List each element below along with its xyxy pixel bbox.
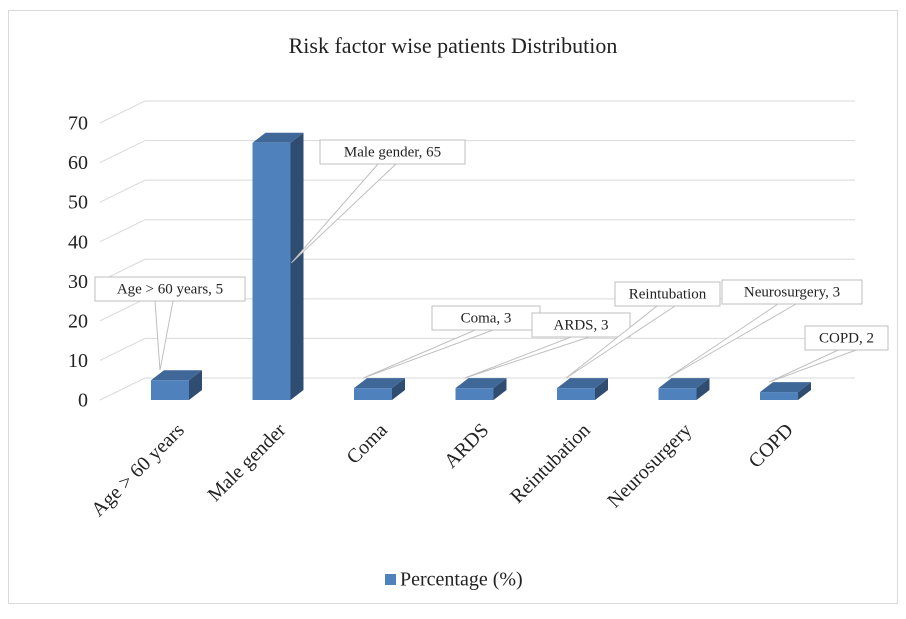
data-label-box [721, 279, 863, 305]
y-tick-label: 70 [68, 113, 88, 135]
bar-side [595, 378, 608, 400]
bar [455, 378, 507, 400]
y-tick-label: 30 [68, 271, 88, 293]
bar-front [252, 142, 291, 401]
data-label-box [319, 139, 466, 165]
y-tick-label: 60 [68, 152, 88, 174]
legend-swatch [385, 574, 396, 585]
y-tick-label: 0 [78, 390, 88, 412]
grid-line [99, 100, 855, 124]
label-leader [464, 336, 590, 379]
chart-title: Risk factor wise patients Distribution [289, 33, 618, 58]
label-leader [291, 163, 397, 264]
bar-front [151, 380, 189, 400]
bar [252, 132, 304, 401]
bar-top [658, 378, 710, 389]
grid-line [99, 140, 855, 164]
data-label: ARDS, 3 [553, 317, 608, 333]
legend-label: Percentage (%) [400, 569, 523, 591]
bar-front [557, 388, 595, 400]
bar-top [760, 382, 811, 393]
data-label: Coma, 3 [461, 310, 512, 326]
data-label: Reintubation [629, 286, 707, 302]
data-label-box [531, 312, 631, 338]
bar-side [392, 378, 405, 400]
bar-top [252, 132, 304, 143]
bar-top [557, 378, 608, 389]
y-tick-label: 20 [68, 310, 88, 332]
bar-top [455, 378, 507, 389]
bar-side [290, 132, 304, 401]
bar-front [760, 392, 798, 400]
bar-side [798, 382, 811, 400]
grid-line [99, 377, 855, 401]
bar [354, 378, 405, 400]
bar-side [696, 378, 710, 400]
y-tick-label: 10 [68, 350, 88, 372]
bar [658, 378, 710, 400]
bar-top [354, 378, 405, 389]
bar-front [658, 388, 697, 400]
label-leader [565, 305, 676, 379]
grid-line [99, 258, 855, 282]
data-label: Age > 60 years, 5 [117, 281, 223, 297]
bar [760, 382, 811, 400]
bar [151, 370, 202, 400]
bar [557, 378, 608, 400]
data-label-box [94, 276, 246, 302]
label-leader [667, 303, 797, 379]
label-leader [768, 349, 857, 383]
data-label: COPD, 2 [819, 330, 874, 346]
bar-side [493, 378, 507, 400]
grid-line [99, 179, 855, 203]
bar-side [189, 370, 202, 400]
y-tick-label: 50 [68, 192, 88, 214]
bar-front [354, 388, 392, 400]
label-leader [362, 329, 494, 379]
y-tick-label: 40 [68, 231, 88, 253]
data-label-box [804, 325, 889, 351]
label-leader [154, 300, 174, 371]
data-label: Male gender, 65 [344, 144, 441, 160]
data-label-box [614, 281, 721, 307]
data-label: Neurosurgery, 3 [744, 284, 840, 300]
data-label-box [431, 305, 541, 331]
bar-top [151, 370, 202, 381]
grid-line [99, 219, 855, 243]
bar-front [455, 388, 494, 400]
